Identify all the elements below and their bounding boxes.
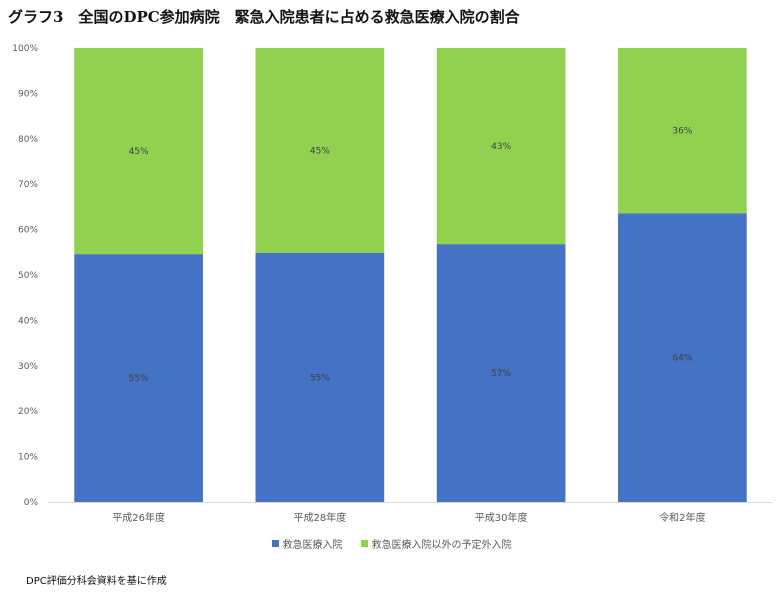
bar-segment-emergency — [618, 213, 747, 503]
y-tick-label: 60% — [18, 226, 38, 236]
y-tick-label: 20% — [18, 407, 38, 417]
y-tick-label: 100% — [12, 44, 38, 54]
x-category-label: 平成26年度 — [112, 511, 165, 524]
legend-swatch-emergency — [271, 540, 279, 547]
y-tick-label: 70% — [18, 180, 38, 190]
legend-item-emergency: 救急医療入院 — [271, 536, 343, 551]
data-label: 64% — [672, 354, 692, 364]
bar-segment-other — [74, 48, 203, 255]
bar-segment-emergency — [255, 252, 385, 502]
x-category-label: 平成28年度 — [294, 511, 347, 524]
bar-segment-other — [436, 48, 566, 245]
data-label: 43% — [491, 142, 511, 152]
data-label: 55% — [310, 373, 330, 383]
y-tick-label: 80% — [18, 135, 38, 145]
y-tick-label: 30% — [18, 362, 38, 372]
bar-segment-other — [618, 48, 747, 214]
y-tick-label: 90% — [18, 89, 38, 99]
bar-segment-emergency — [436, 244, 566, 503]
legend-item-other: 救急医療入院以外の予定外入院 — [360, 536, 512, 551]
stacked-bar-chart: 0% 10% 20% 30% 40% 50% 60% 70% 80% 90% 100% 55% 45% 平… — [12, 44, 773, 524]
source-note: DPC評価分科会資料を基に作成 — [26, 576, 167, 587]
x-category-label: 令和2年度 — [659, 511, 705, 524]
data-label: 45% — [129, 147, 149, 157]
data-label: 45% — [310, 146, 330, 156]
y-tick-label: 0% — [24, 498, 39, 508]
y-tick-label: 40% — [18, 316, 38, 326]
legend-label-other: 救急医療入院以外の予定外入院 — [371, 540, 512, 551]
y-tick-label: 10% — [18, 453, 38, 463]
bar-segment-emergency — [74, 254, 203, 502]
y-tick-label: 50% — [18, 271, 38, 281]
chart-title: グラフ3 全国のDPC参加病院 緊急入院患者に占める救急医療入院の割合 — [8, 8, 520, 26]
bar-segment-other — [255, 48, 385, 253]
legend-swatch-other — [360, 540, 368, 547]
legend-label-emergency: 救急医療入院 — [282, 540, 343, 551]
legend: 救急医療入院 救急医療入院以外の予定外入院 — [0, 536, 783, 551]
data-label: 57% — [491, 369, 511, 379]
data-label: 55% — [129, 374, 149, 384]
data-label: 36% — [672, 127, 692, 137]
x-category-label: 平成30年度 — [475, 511, 528, 524]
